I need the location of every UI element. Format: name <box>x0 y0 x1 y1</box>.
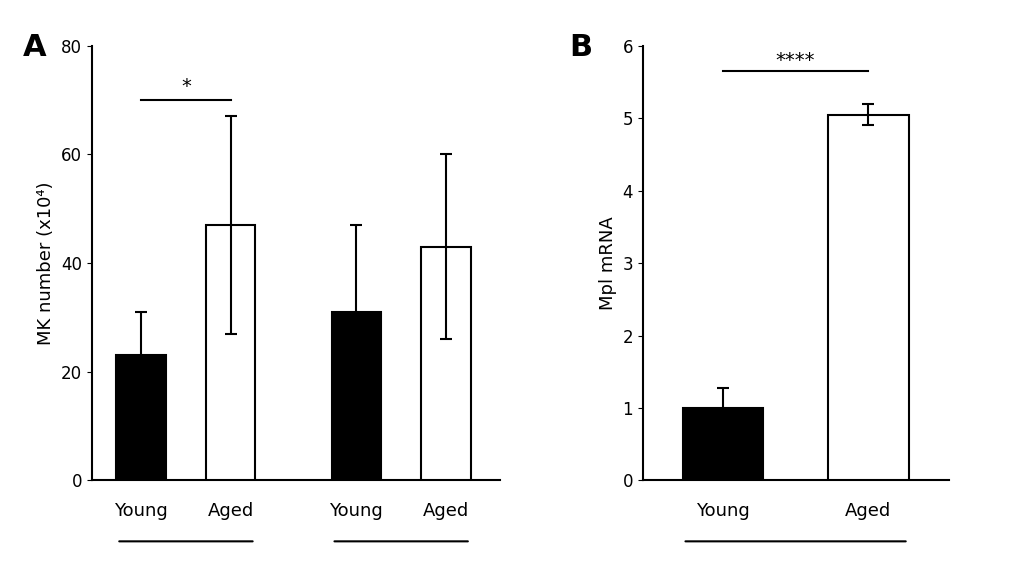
Text: A: A <box>22 33 46 62</box>
Bar <box>421 247 470 480</box>
Bar <box>206 225 255 480</box>
Text: Aged: Aged <box>208 502 254 520</box>
Y-axis label: Mpl mRNA: Mpl mRNA <box>598 216 616 310</box>
Text: ****: **** <box>775 51 814 70</box>
Text: Young: Young <box>114 502 168 520</box>
Text: Aged: Aged <box>845 502 891 520</box>
Bar <box>827 114 908 480</box>
Text: B: B <box>569 33 592 62</box>
Bar <box>682 408 762 480</box>
Y-axis label: MK number (x10⁴): MK number (x10⁴) <box>38 181 55 345</box>
Text: Young: Young <box>329 502 383 520</box>
Bar <box>116 355 166 480</box>
Text: Aged: Aged <box>423 502 469 520</box>
Bar <box>331 312 381 480</box>
Text: Young: Young <box>695 502 749 520</box>
Text: *: * <box>180 77 191 96</box>
